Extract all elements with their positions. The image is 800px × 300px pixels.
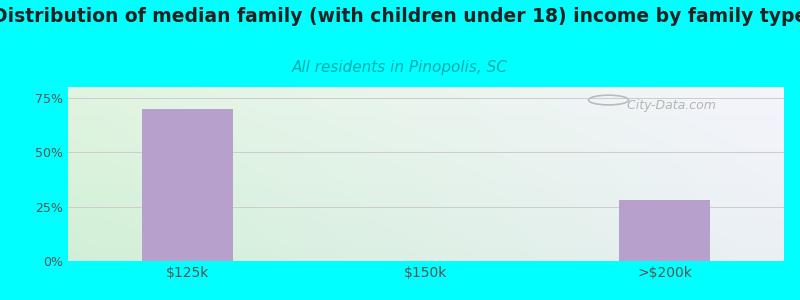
Bar <box>142 109 233 261</box>
Text: City-Data.com: City-Data.com <box>619 99 716 112</box>
Text: Distribution of median family (with children under 18) income by family type: Distribution of median family (with chil… <box>0 8 800 26</box>
Text: All residents in Pinopolis, SC: All residents in Pinopolis, SC <box>292 60 508 75</box>
Bar <box>619 200 710 261</box>
